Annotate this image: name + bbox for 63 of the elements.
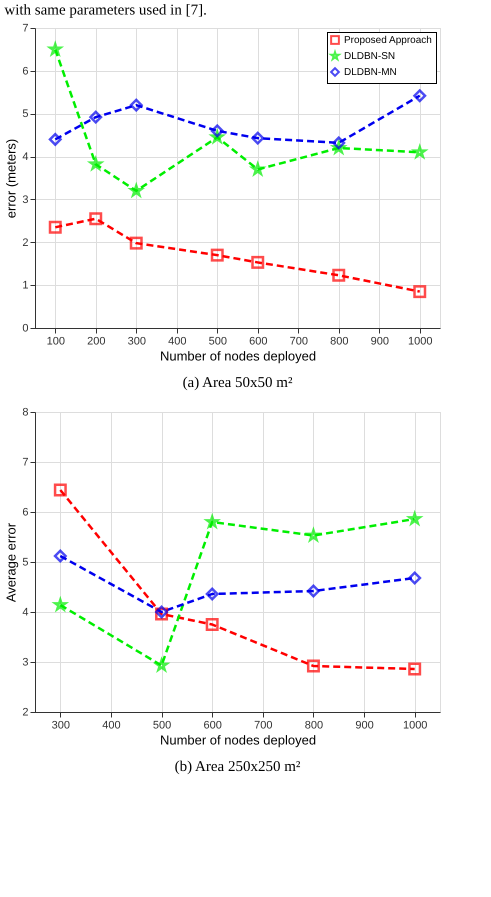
x-tick-label: 500 xyxy=(152,720,172,732)
y-tick-label: 0 xyxy=(22,322,28,334)
point xyxy=(206,588,219,600)
y-tick-label: 3 xyxy=(22,194,28,206)
x-tick-label: 500 xyxy=(208,336,227,348)
x-tick-label: 600 xyxy=(249,336,268,348)
point xyxy=(48,220,62,234)
point xyxy=(306,584,320,598)
point xyxy=(54,550,67,562)
x-tick-label: 600 xyxy=(204,720,222,732)
y-axis-title: Average error xyxy=(3,522,18,602)
x-axis-title: Number of nodes deployed xyxy=(160,348,316,364)
legend-label: DLDBN-SN xyxy=(344,51,396,62)
x-tick-label: 700 xyxy=(290,336,308,348)
y-tick-label: 7 xyxy=(22,22,28,34)
y-tick-label: 6 xyxy=(22,506,28,518)
point xyxy=(251,132,264,145)
x-tick-label: 1000 xyxy=(408,336,432,348)
point xyxy=(210,248,224,262)
x-tick-label: 800 xyxy=(304,720,324,732)
point xyxy=(206,618,219,631)
x-tick-label: 1000 xyxy=(402,720,428,732)
x-tick-label: 700 xyxy=(254,720,272,732)
text: with same parameters used in [7]. xyxy=(4,2,207,18)
point xyxy=(54,484,67,496)
text: (b) Area 250x250 m² xyxy=(174,759,301,775)
legend-label: Proposed Approach xyxy=(344,35,432,46)
legend-label: DLDBN-MN xyxy=(344,67,397,78)
point xyxy=(413,89,426,102)
x-tick-label: 800 xyxy=(330,336,348,348)
point xyxy=(306,660,320,672)
y-tick-label: 2 xyxy=(22,706,28,718)
point xyxy=(48,132,62,146)
x-tick-label: 900 xyxy=(370,336,389,348)
point xyxy=(89,110,102,124)
y-tick-label: 1 xyxy=(22,280,28,292)
point xyxy=(408,572,422,584)
y-tick-label: 5 xyxy=(22,108,28,120)
x-tick-label: 100 xyxy=(46,336,65,348)
y-tick-label: 8 xyxy=(22,406,28,418)
y-tick-label: 7 xyxy=(22,456,28,468)
point xyxy=(130,98,143,112)
y-tick-label: 5 xyxy=(22,556,28,568)
point xyxy=(251,256,264,269)
x-tick-label: 300 xyxy=(128,336,146,348)
y-tick-label: 3 xyxy=(22,656,28,668)
point xyxy=(413,285,426,298)
point xyxy=(130,236,143,250)
x-axis-title: Number of nodes deployed xyxy=(160,732,316,748)
x-tick-label: 300 xyxy=(52,720,70,732)
x-tick-label: 200 xyxy=(87,336,106,348)
point xyxy=(332,268,346,282)
y-tick-label: 4 xyxy=(22,151,28,164)
point xyxy=(89,212,102,226)
y-axis-title: error (meters) xyxy=(3,138,18,218)
x-tick-label: 400 xyxy=(168,336,186,348)
point xyxy=(408,662,422,676)
x-tick-label: 900 xyxy=(355,720,374,732)
y-tick-label: 2 xyxy=(22,236,28,249)
x-tick-label: 400 xyxy=(102,720,121,732)
text: (a) Area 50x50 m² xyxy=(182,375,293,391)
y-tick-label: 4 xyxy=(22,606,28,618)
y-tick-label: 6 xyxy=(22,65,28,78)
